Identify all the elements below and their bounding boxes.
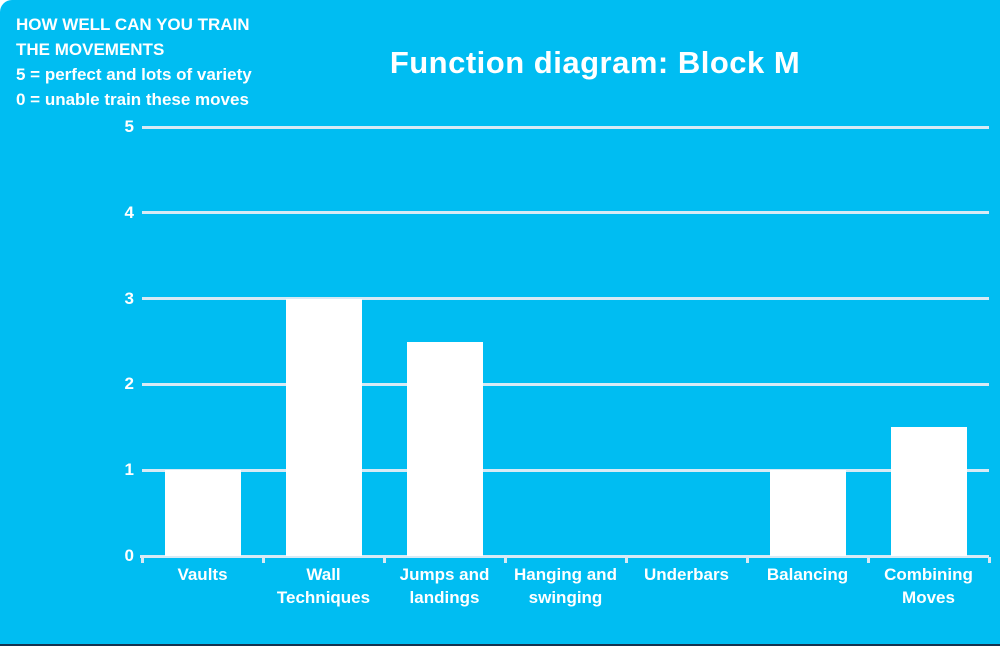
x-axis-tick [866, 557, 870, 563]
x-axis-line [140, 554, 989, 558]
slide-bottom-edge [0, 644, 1000, 646]
gridline-2 [142, 382, 989, 386]
y-axis-label-3: 3 [124, 288, 134, 308]
y-axis-label-0: 0 [124, 546, 134, 565]
note-line-2: THE MOVEMENTS [16, 40, 165, 59]
x-axis-label-5: Underbars [643, 565, 730, 584]
axis-explanation-note: HOW WELL CAN YOU TRAIN THE MOVEMENTS 5 =… [16, 12, 296, 112]
gridline-1 [142, 468, 989, 472]
bar-jumps-and-landings [406, 341, 483, 556]
x-axis-tick [745, 557, 749, 563]
bar-combining-moves [890, 427, 967, 556]
y-axis-label-1: 1 [124, 460, 134, 480]
x-axis-label-1: Vaults [177, 565, 228, 584]
y-axis-label-2: 2 [124, 374, 134, 394]
x-axis-tick [987, 557, 991, 563]
x-axis-tick [261, 557, 265, 563]
bar-vaults [164, 470, 241, 556]
bar-wall-techniques [285, 298, 362, 556]
gridline-5 [142, 125, 989, 129]
gridline-3 [142, 297, 989, 301]
x-axis-label-4: Hanging and swinging [514, 565, 617, 607]
note-line-4: 0 = unable train these moves [16, 90, 249, 109]
y-axis-label-4: 4 [124, 202, 134, 222]
x-axis-label-2: Wall Techniques [276, 565, 371, 607]
chart-title: Function diagram: Block M [389, 45, 801, 80]
x-axis-tick [382, 557, 386, 563]
x-axis-tick [624, 557, 628, 563]
x-axis-label-7: Combining Moves [884, 565, 973, 607]
x-axis-tick [140, 557, 144, 563]
gridline-4 [142, 211, 989, 215]
x-axis-label-6: Balancing [766, 565, 849, 584]
bar-balancing [769, 470, 846, 556]
y-axis-label-5: 5 [124, 117, 134, 136]
x-axis-tick [503, 557, 507, 563]
x-axis-label-3: Jumps and landings [399, 565, 490, 607]
note-line-3: 5 = perfect and lots of variety [16, 65, 252, 84]
note-line-1: HOW WELL CAN YOU TRAIN [16, 15, 250, 34]
